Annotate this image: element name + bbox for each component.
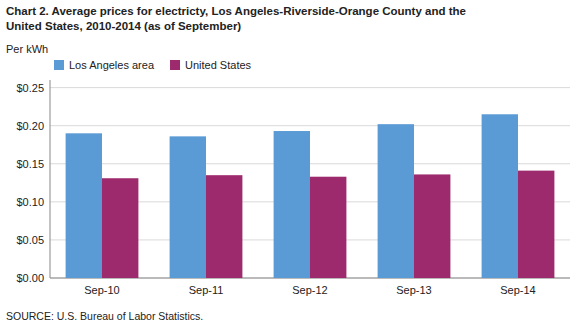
- bar: [378, 124, 414, 278]
- y-tick-label: $0.00: [16, 272, 44, 284]
- bar: [170, 136, 206, 278]
- bar: [482, 114, 518, 278]
- y-axis-line: [50, 80, 51, 278]
- grid-line: [50, 87, 570, 88]
- source-note: SOURCE: U.S. Bureau of Labor Statistics.: [6, 310, 203, 322]
- bar: [310, 177, 346, 278]
- x-tick-label: Sep-10: [84, 284, 119, 296]
- title: Chart 2. Average prices for electricty, …: [6, 5, 466, 17]
- x-tick-label: Sep-11: [189, 284, 224, 296]
- x-tick-label: Sep-12: [292, 284, 327, 296]
- y-tick-label: $0.25: [16, 82, 44, 94]
- bar: [206, 175, 242, 278]
- legend-swatch: [54, 60, 64, 70]
- legend-swatch: [170, 60, 180, 70]
- y-tick-label: $0.05: [16, 234, 44, 246]
- chart-container: Chart 2. Average prices for electricty, …: [0, 0, 579, 326]
- grid: [50, 88, 570, 278]
- bars: [66, 114, 555, 278]
- x-tick-label: Sep-14: [500, 284, 535, 296]
- legend-label: United States: [185, 59, 252, 71]
- bar: [102, 178, 138, 278]
- bar: [66, 133, 102, 278]
- title: United States, 2010-2014 (as of Septembe…: [6, 20, 241, 32]
- legend: Los Angeles area United States: [54, 59, 252, 71]
- y-tick-label: $0.10: [16, 196, 44, 208]
- legend-label: Los Angeles area: [69, 59, 155, 71]
- bar: [414, 174, 450, 278]
- y-tick-label: $0.20: [16, 120, 44, 132]
- x-tick-label: Sep-13: [396, 284, 431, 296]
- chart-svg: Chart 2. Average prices for electricty, …: [0, 0, 579, 326]
- y-tick-label: $0.15: [16, 158, 44, 170]
- bar: [518, 171, 554, 278]
- y-axis-label: Per kWh: [6, 43, 48, 55]
- bar: [274, 131, 310, 278]
